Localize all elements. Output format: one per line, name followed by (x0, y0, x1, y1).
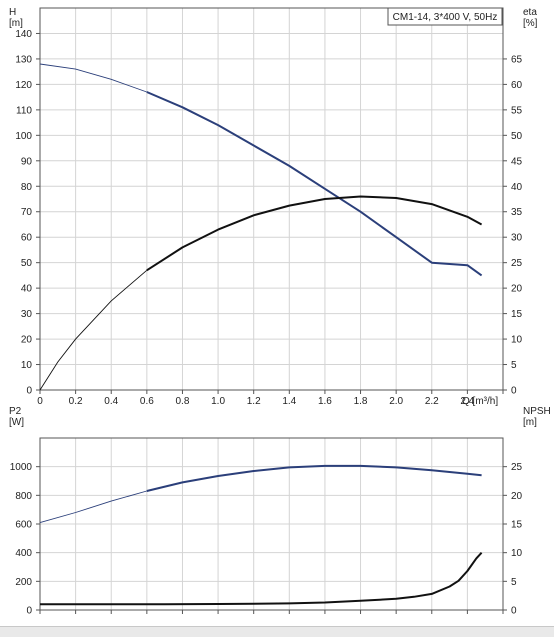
series-2-line (40, 552, 483, 606)
y-right-tick-label: 40 (511, 182, 523, 193)
y-left-tick-label: 130 (15, 54, 32, 65)
y-right-tick-label: 25 (511, 258, 523, 269)
legend-box (387, 7, 503, 26)
y-left-tick-label: 120 (15, 80, 32, 91)
y-right-axis-title: NPSH (523, 406, 551, 417)
y-right-tick-label: 0 (511, 386, 517, 397)
y-left-tick-label: 40 (21, 284, 33, 295)
chart-panel-2 (36, 437, 507, 614)
y-right-tick-label: 25 (511, 462, 523, 473)
series-1-line (146, 464, 482, 492)
y-left-axis-unit: [W] (9, 417, 24, 428)
y-right-tick-label: 0 (511, 606, 517, 617)
y-right-tick-label: 55 (511, 105, 523, 116)
y-right-tick-label: 20 (511, 284, 523, 295)
y-left-tick-label: 400 (15, 548, 32, 559)
y-right-tick-label: 10 (511, 548, 523, 559)
y-right-tick-label: 30 (511, 233, 523, 244)
x-tick-label: 0.2 (69, 396, 83, 407)
y-left-axis-title: P2 (9, 406, 22, 417)
y-left-tick-label: 30 (21, 309, 33, 320)
x-tick-label: 0.8 (176, 396, 190, 407)
y-left-axis-unit: [m] (9, 18, 23, 29)
x-axis-label: Q [m³/h] (462, 396, 498, 407)
plot-frame (39, 7, 504, 391)
y-left-tick-label: 0 (26, 606, 32, 617)
series-1-thin-line (39, 63, 147, 93)
y-left-tick-label: 50 (21, 258, 33, 269)
y-left-tick-label: 0 (26, 386, 32, 397)
x-tick-label: 0 (37, 396, 43, 407)
y-right-axis-unit: [%] (523, 18, 538, 29)
x-tick-label: 2.4 (460, 396, 474, 407)
y-right-tick-label: 15 (511, 520, 523, 531)
y-left-tick-label: 10 (21, 360, 33, 371)
y-left-tick-label: 60 (21, 233, 33, 244)
y-right-tick-label: 35 (511, 207, 523, 218)
y-right-axis-unit: [m] (523, 417, 537, 428)
y-left-tick-label: 800 (15, 491, 32, 502)
x-tick-label: 2.0 (389, 396, 403, 407)
y-left-axis-title: H (9, 7, 16, 18)
series-1-line (146, 91, 483, 277)
y-right-tick-label: 45 (511, 156, 523, 167)
x-tick-label: 1.2 (247, 396, 261, 407)
y-right-tick-label: 5 (511, 360, 517, 371)
y-left-tick-label: 20 (21, 335, 33, 346)
x-tick-label: 1.0 (211, 396, 225, 407)
y-left-tick-label: 140 (15, 29, 32, 40)
y-left-tick-label: 600 (15, 520, 32, 531)
y-right-axis-title: eta (523, 7, 537, 18)
chart-panel-1 (36, 7, 507, 394)
y-right-tick-label: 20 (511, 491, 523, 502)
x-tick-label: 1.8 (354, 396, 368, 407)
series-1-thin-line (39, 490, 147, 524)
y-right-tick-label: 15 (511, 309, 523, 320)
x-tick-label: 0.4 (104, 396, 118, 407)
bottom-scroll-strip (0, 626, 554, 637)
legend-label: CM1-14, 3*400 V, 50Hz (393, 12, 498, 23)
y-left-tick-label: 80 (21, 182, 33, 193)
x-tick-label: 1.6 (318, 396, 332, 407)
plot-frame (39, 437, 504, 611)
x-tick-label: 2.2 (425, 396, 439, 407)
y-left-tick-label: 110 (16, 105, 32, 116)
series-2-line (146, 195, 483, 272)
y-left-tick-label: 100 (15, 131, 32, 142)
y-left-tick-label: 90 (21, 156, 33, 167)
y-left-tick-label: 200 (15, 577, 32, 588)
x-tick-label: 0.6 (140, 396, 154, 407)
y-right-tick-label: 50 (511, 131, 523, 142)
y-right-tick-label: 65 (511, 54, 523, 65)
x-tick-label: 1.4 (282, 396, 296, 407)
y-right-tick-label: 10 (511, 335, 523, 346)
y-right-tick-label: 60 (511, 80, 523, 91)
y-left-tick-label: 70 (21, 207, 33, 218)
y-right-tick-label: 5 (511, 577, 517, 588)
y-left-tick-label: 1000 (10, 462, 33, 473)
series-2-thin-line (39, 269, 148, 391)
